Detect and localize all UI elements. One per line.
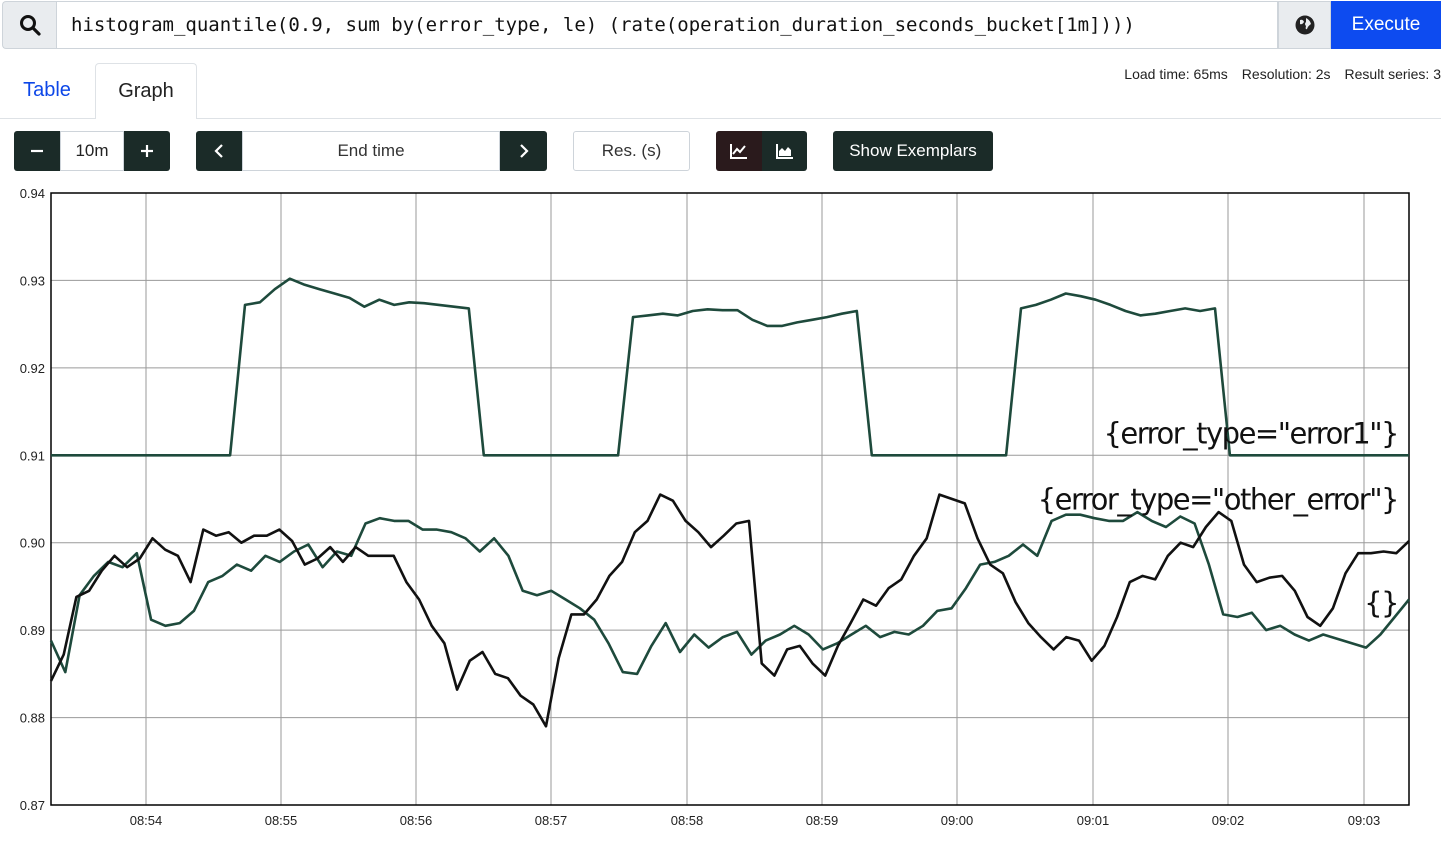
x-tick-label: 08:55 <box>265 813 298 828</box>
active-tab-gap <box>96 117 196 120</box>
stacked-area-button[interactable] <box>762 131 807 171</box>
range-input[interactable]: 10m <box>60 131 124 171</box>
series-line <box>49 510 1411 676</box>
graph-chart: 0.94 0.93 0.92 0.91 0.90 0.89 0.88 0.87 08:54 08:… <box>20 186 1411 828</box>
x-tick-label: 08:54 <box>130 813 163 828</box>
x-tick-label: 09:03 <box>1348 813 1381 828</box>
query-bar: histogram_quantile(0.9, sum by(error_typ… <box>0 0 1441 50</box>
unstacked-line-button[interactable] <box>716 131 762 171</box>
series-line <box>49 493 1410 728</box>
y-tick-label: 0.94 <box>20 186 45 201</box>
tab-table[interactable]: Table <box>23 78 71 101</box>
execute-button[interactable]: Execute <box>1331 1 1441 49</box>
series-label: {} <box>1364 586 1398 620</box>
y-tick-label: 0.92 <box>20 361 45 376</box>
series-label: {error_type="error1"} <box>1103 416 1398 450</box>
expression-input[interactable]: histogram_quantile(0.9, sum by(error_typ… <box>56 1 1278 49</box>
resolution-stat: Resolution: 2s <box>1241 66 1331 82</box>
resolution-input[interactable]: Res. (s) <box>573 131 690 171</box>
minus-icon <box>31 149 43 153</box>
tab-graph[interactable]: Graph <box>95 63 197 119</box>
search-icon[interactable] <box>2 1 56 49</box>
chevron-right-icon <box>519 144 529 158</box>
y-tick-label: 0.88 <box>20 711 45 726</box>
y-tick-label: 0.90 <box>20 536 45 551</box>
chevron-left-icon <box>214 144 223 158</box>
x-tick-label: 08:56 <box>400 813 433 828</box>
series-label: {error_type="other_error"} <box>1038 482 1398 516</box>
x-tick-label: 09:02 <box>1212 813 1245 828</box>
y-tick-label: 0.87 <box>20 798 45 813</box>
globe-icon <box>1295 15 1314 35</box>
increase-range-button[interactable] <box>124 131 170 171</box>
y-tick-label: 0.93 <box>20 273 45 288</box>
next-time-button[interactable] <box>500 131 547 171</box>
x-tick-label: 08:58 <box>671 813 704 828</box>
end-time-input[interactable]: End time <box>242 131 500 171</box>
plot-frame <box>50 192 1410 806</box>
x-tick-label: 09:01 <box>1077 813 1110 828</box>
x-tick-label: 08:57 <box>535 813 568 828</box>
area-chart-icon <box>775 144 793 159</box>
tab-divider <box>0 118 1441 119</box>
x-tick-label: 09:00 <box>941 813 974 828</box>
load-time: Load time: 65ms <box>1124 66 1228 82</box>
y-tick-label: 0.91 <box>20 448 45 463</box>
query-stats: Load time: 65ms Resolution: 2s Result se… <box>1124 66 1441 82</box>
result-series-count: Result series: 3 <box>1344 66 1441 82</box>
metrics-explorer-button[interactable] <box>1278 1 1331 49</box>
show-exemplars-button[interactable]: Show Exemplars <box>833 131 993 171</box>
y-tick-label: 0.89 <box>20 623 45 638</box>
previous-time-button[interactable] <box>196 131 242 171</box>
series-line <box>51 277 1409 457</box>
x-tick-label: 08:59 <box>806 813 839 828</box>
line-chart-icon <box>730 144 747 159</box>
decrease-range-button[interactable] <box>14 131 60 171</box>
plus-icon <box>141 145 153 157</box>
magnifier-icon <box>19 15 41 36</box>
